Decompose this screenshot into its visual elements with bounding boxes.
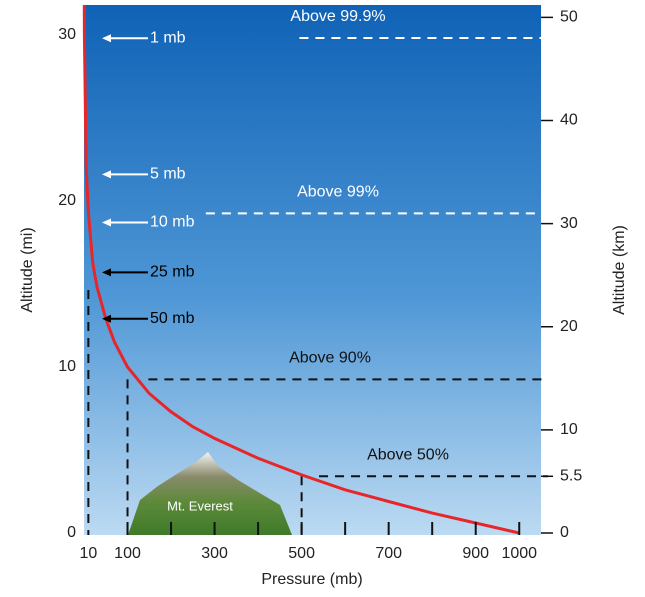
mountain [128,452,292,535]
mountain-label: Mt. Everest [167,498,233,513]
level-label: Above 90% [289,350,371,367]
level-label: Above 99.9% [290,8,385,25]
y2-tick-label: 30 [560,215,578,232]
level-label: Above 99% [297,184,379,201]
level-label: Above 50% [367,447,449,464]
y2-tick-label: 5.5 [560,468,582,485]
y2-tick-label: 40 [560,112,578,129]
y-tick-label: 20 [58,192,76,209]
annotation-label: 25 mb [150,264,195,281]
x-tick-label: 10 [79,545,97,562]
annotation-label: 1 mb [150,29,186,46]
plot-background [84,5,541,535]
x-axis-title: Pressure (mb) [261,571,362,588]
annotation-arrowhead [102,170,111,179]
y2-tick-label: 20 [560,318,578,335]
y2-tick-label: 0 [560,524,569,541]
y2-axis-title: Altitude (km) [611,225,628,315]
y-tick-label: 10 [58,358,76,375]
y2-tick-label: 50 [560,9,578,26]
y-tick-label: 0 [67,524,76,541]
x-tick-label: 900 [462,545,489,562]
annotation-arrowhead [102,268,111,277]
annotation-label: 5 mb [150,166,186,183]
y-axis-title: Altitude (mi) [19,227,36,312]
pressure-curve [82,4,520,535]
x-tick-label: 100 [114,545,141,562]
x-tick-label: 1000 [501,545,537,562]
annotation-label: 50 mb [150,310,195,327]
x-tick-label: 700 [375,545,402,562]
y-tick-label: 30 [58,26,76,43]
annotation-arrowhead [102,314,111,323]
x-tick-label: 500 [288,545,315,562]
annotation-arrowhead [102,218,111,227]
annotation-arrowhead [102,34,111,43]
x-tick-label: 300 [201,545,228,562]
annotation-label: 10 mb [150,214,195,231]
y2-tick-label: 10 [560,421,578,438]
